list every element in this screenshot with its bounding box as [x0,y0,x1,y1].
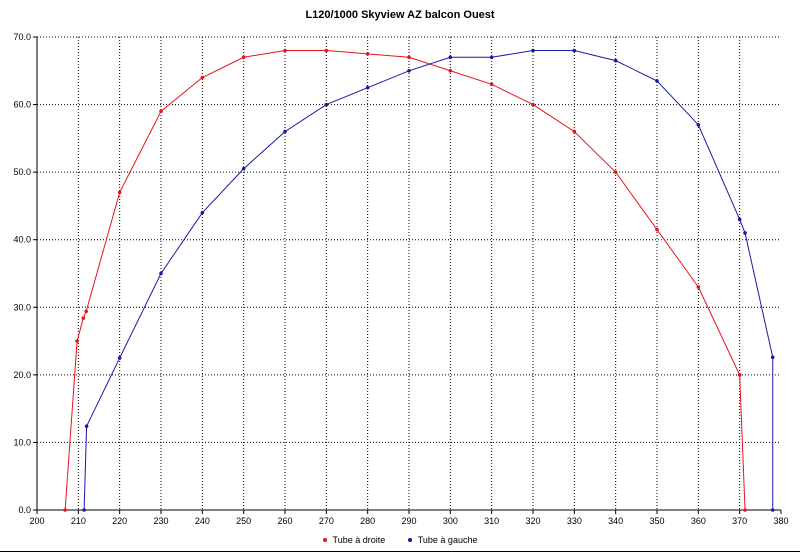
x-tick-label: 270 [319,516,334,526]
data-point [365,85,370,90]
y-tick-label: 70.0 [13,32,31,42]
data-point [159,109,163,114]
data-point [82,508,86,512]
x-tick-label: 370 [732,516,747,526]
data-point [63,508,67,512]
data-point [737,217,742,222]
data-point [117,356,122,360]
x-tick-label: 210 [71,516,86,526]
data-point [407,55,411,60]
legend: Tube à droite Tube à gauche [0,534,800,545]
series-line-1 [83,50,774,511]
legend-item-tube-droite: Tube à droite [322,535,386,545]
y-tick-label: 60.0 [13,100,31,110]
x-tick-label: 360 [691,516,706,526]
data-point [117,190,122,195]
x-tick-label: 220 [112,516,127,526]
data-point [531,102,535,107]
data-point [655,227,659,232]
data-point [241,55,246,60]
x-tick-label: 320 [525,516,540,526]
chart-title: L120/1000 Skyview AZ balcon Ouest [305,9,495,21]
x-tick-label: 200 [29,516,44,526]
data-point [696,285,701,289]
x-tick-label: 300 [443,516,458,526]
data-point [613,58,618,63]
x-tick-label: 230 [153,516,168,526]
y-tick-label: 40.0 [13,235,31,245]
data-point [283,129,287,134]
data-point [743,508,747,512]
data-point [448,68,453,73]
data-point [324,48,329,53]
y-tick-label: 20.0 [13,370,31,380]
data-point [407,68,411,73]
data-point [572,48,577,53]
data-point [283,48,287,53]
legend-marker [407,538,412,542]
x-tick-label: 260 [277,516,292,526]
data-point [448,55,453,60]
data-point [572,129,577,134]
legend-item-tube-gauche: Tube à gauche [407,535,478,545]
data-point [489,55,494,60]
data-point [770,355,775,360]
x-tick-label: 290 [401,516,416,526]
data-point [489,82,494,87]
data-point [81,316,86,320]
data-point [84,424,89,429]
x-tick-label: 240 [195,516,210,526]
legend-label: Tube à gauche [417,535,478,545]
data-point [159,271,163,276]
x-tick-label: 350 [649,516,664,526]
data-point [531,48,535,53]
x-tick-label: 280 [360,516,375,526]
x-tick-label: 250 [236,516,251,526]
divider [0,551,800,552]
x-tick-label: 310 [484,516,499,526]
data-point [743,231,747,235]
y-tick-label: 10.0 [13,437,31,447]
data-point [365,52,370,56]
x-tick-label: 340 [608,516,623,526]
data-point [770,508,775,512]
x-tick-label: 380 [773,516,788,526]
data-point [655,79,659,83]
data-point [200,75,205,80]
data-point [200,210,205,215]
y-tick-label: 0.0 [18,505,31,515]
data-point [696,123,701,127]
legend-label: Tube à droite [332,535,386,545]
data-point [84,309,88,314]
legend-marker [322,538,327,542]
data-point [737,373,742,377]
y-tick-label: 50.0 [13,167,31,177]
series-line-0 [64,50,746,511]
data-point [613,170,618,174]
x-tick-label: 330 [567,516,582,526]
data-point [75,339,79,343]
y-tick-label: 30.0 [13,302,31,312]
data-point [241,166,246,171]
data-point [324,102,329,107]
